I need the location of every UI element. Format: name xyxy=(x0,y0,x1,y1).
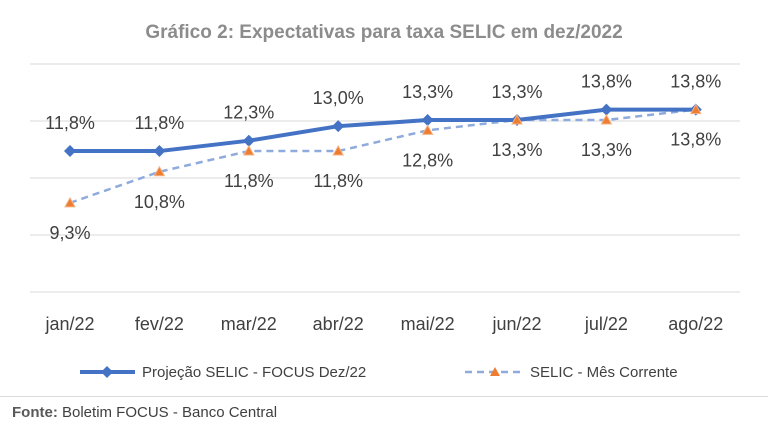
data-label-projecao-focus: 13,0% xyxy=(313,88,364,108)
data-point-projecao-focus xyxy=(153,145,166,158)
x-tick-label: jul/22 xyxy=(584,314,628,334)
data-point-selic-mes-corrente xyxy=(242,145,255,156)
data-point-selic-mes-corrente xyxy=(511,113,523,125)
legend: Projeção SELIC - FOCUS Dez/22 SELIC - Mês… xyxy=(80,364,678,381)
series-layer xyxy=(64,103,702,208)
data-label-selic-mes-corrente: 12,8% xyxy=(402,150,453,170)
data-point-projecao-focus xyxy=(64,145,76,158)
source-note: Fonte: Boletim FOCUS - Banco Central xyxy=(12,404,277,421)
legend-label-selic-mes-corrente: SELIC - Mês Corrente xyxy=(530,364,678,381)
data-label-projecao-focus: 13,8% xyxy=(581,72,632,92)
data-point-projecao-focus xyxy=(600,103,613,116)
label-layer: 11,8% 11,8% 12,3% 13,0% 13,3% 13,3% 13,8% 13,8%… xyxy=(45,72,721,243)
data-point-projecao-focus xyxy=(242,134,255,147)
legend-marker-projecao-focus xyxy=(101,366,113,378)
chart-frame: Gráfico 2: Expectativas para taxa SELIC … xyxy=(0,22,768,397)
series-line-selic-mes-corrente xyxy=(69,108,696,205)
data-label-selic-mes-corrente: 10,8% xyxy=(134,192,185,212)
series-line-projecao-focus xyxy=(70,107,696,154)
legend-marker-selic-mes-corrente xyxy=(490,367,500,376)
data-label-selic-mes-corrente: 13,3% xyxy=(491,140,542,160)
line-chart: Gráfico 2: Expectativas para taxa SELIC … xyxy=(30,22,740,381)
x-axis: jan/22 fev/22 mar/22 abr/22 mai/22 jun/22 jul/… xyxy=(44,314,723,334)
x-tick-label: mar/22 xyxy=(221,314,277,334)
data-label-projecao-focus: 13,3% xyxy=(491,82,542,102)
x-tick-label: abr/22 xyxy=(313,314,364,334)
source-text: Boletim FOCUS - Banco Central xyxy=(62,404,278,421)
data-label-selic-mes-corrente: 11,8% xyxy=(313,171,363,191)
data-point-selic-mes-corrente xyxy=(600,113,613,125)
data-point-selic-mes-corrente xyxy=(689,103,702,115)
data-point-selic-mes-corrente xyxy=(64,196,76,208)
data-point-selic-mes-corrente xyxy=(421,124,434,135)
data-label-projecao-focus: 13,3% xyxy=(402,82,453,102)
data-label-projecao-focus: 11,8% xyxy=(45,113,95,133)
data-label-projecao-focus: 13,8% xyxy=(670,72,721,92)
data-label-selic-mes-corrente: 13,3% xyxy=(581,140,632,160)
grid-layer xyxy=(30,63,740,293)
x-tick-label: jan/22 xyxy=(44,314,94,334)
data-point-projecao-focus xyxy=(421,113,434,126)
data-label-projecao-focus: 12,3% xyxy=(223,103,274,123)
x-tick-label: ago/22 xyxy=(668,314,723,334)
source-label: Fonte: xyxy=(12,404,58,421)
data-point-selic-mes-corrente xyxy=(332,145,345,156)
data-point-selic-mes-corrente xyxy=(153,165,166,177)
data-label-selic-mes-corrente: 9,3% xyxy=(49,223,90,243)
x-tick-label: mai/22 xyxy=(401,314,455,334)
data-label-projecao-focus: 11,8% xyxy=(135,113,185,133)
x-tick-label: jun/22 xyxy=(491,314,541,334)
x-tick-label: fev/22 xyxy=(135,314,184,334)
data-point-projecao-focus xyxy=(332,120,345,133)
chart-title: Gráfico 2: Expectativas para taxa SELIC … xyxy=(145,22,622,43)
legend-label-projecao-focus: Projeção SELIC - FOCUS Dez/22 xyxy=(142,364,366,381)
data-label-selic-mes-corrente: 11,8% xyxy=(224,171,274,191)
data-label-selic-mes-corrente: 13,8% xyxy=(670,130,721,150)
